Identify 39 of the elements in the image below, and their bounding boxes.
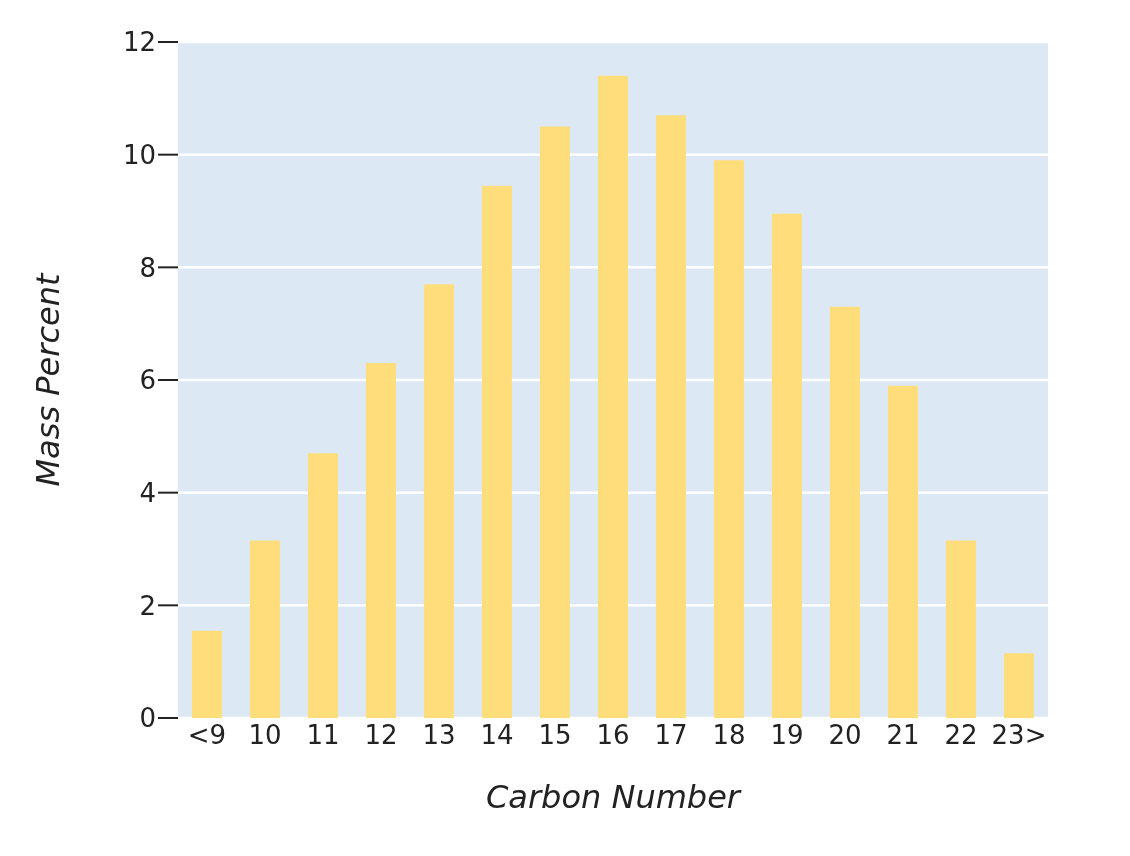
x-tick-label: 14 [480,720,514,751]
bar [597,75,628,718]
x-tick-label: 23> [991,720,1047,751]
y-tick-label: 8 [139,252,156,283]
y-tick-label: 2 [139,590,156,621]
bar [307,453,338,718]
x-tick-label: 11 [306,720,340,751]
bar [771,213,802,718]
x-tick-label: 18 [712,720,746,751]
bar [887,385,918,718]
bar [481,185,512,718]
y-axis-title: Mass Percent [29,272,68,487]
y-tick-label: 6 [139,365,156,396]
bar [191,630,222,718]
x-tick-label: 20 [828,720,862,751]
y-tick-label: 12 [122,27,156,58]
x-tick-label: 17 [654,720,688,751]
bar [1003,653,1034,718]
x-tick-label: 19 [770,720,804,751]
x-axis-title: Carbon Number [486,778,742,816]
y-tick-label: 4 [139,477,156,508]
bar [365,363,396,718]
bar [655,115,686,718]
x-tick-label: 10 [248,720,282,751]
x-tick-label: 15 [538,720,572,751]
x-tick-label: <9 [187,720,227,751]
bar [423,284,454,718]
y-tick-label: 10 [122,139,156,170]
bar [539,126,570,718]
x-tick-label: 22 [944,720,978,751]
bar [249,540,280,718]
x-tick-label: 21 [886,720,920,751]
bar [713,160,744,718]
x-tick-label: 13 [422,720,456,751]
bar [945,540,976,718]
x-tick-label: 16 [596,720,630,751]
y-tick-label: 0 [139,703,156,734]
bar [829,306,860,718]
x-tick-label: 12 [364,720,398,751]
